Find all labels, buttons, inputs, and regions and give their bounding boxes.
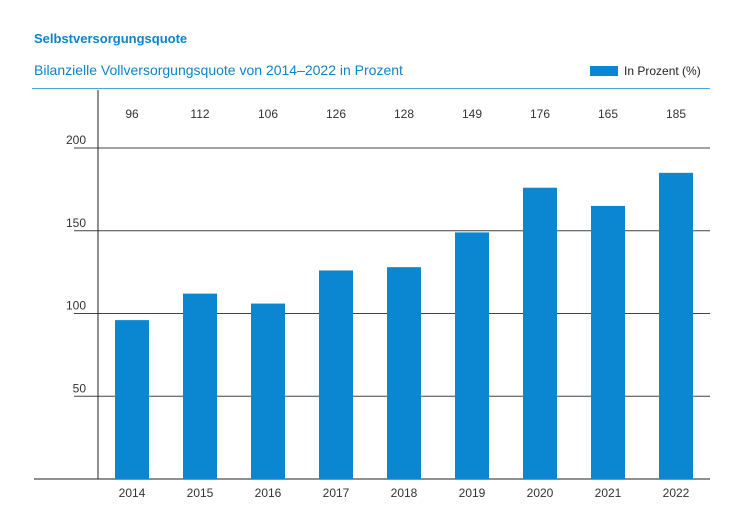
- x-tick-label: 2020: [527, 486, 554, 500]
- bar: [659, 172, 693, 479]
- value-label: 112: [190, 107, 209, 121]
- value-label: 185: [666, 107, 686, 121]
- x-tick-label: 2022: [663, 486, 690, 500]
- legend-label: In Prozent (%): [624, 64, 701, 78]
- value-label: 128: [394, 107, 414, 121]
- x-tick-label: 2015: [187, 486, 214, 500]
- y-tick-label: 200: [66, 133, 86, 147]
- x-tick-label: 2017: [323, 486, 350, 500]
- bar: [115, 320, 149, 479]
- x-tick-label: 2016: [255, 486, 282, 500]
- x-tick-label: 2014: [119, 486, 146, 500]
- y-tick-label: 50: [73, 381, 87, 395]
- value-label: 96: [125, 107, 139, 121]
- bar: [523, 187, 557, 479]
- value-label: 106: [258, 107, 278, 121]
- chart-title: Bilanzielle Vollversorgungsquote von 201…: [34, 62, 403, 78]
- bar: [251, 303, 285, 479]
- y-tick-label: 100: [66, 299, 86, 313]
- bar: [455, 232, 489, 479]
- legend: In Prozent (%): [590, 64, 701, 78]
- bar: [591, 205, 625, 480]
- x-tick-label: 2021: [595, 486, 622, 500]
- y-tick-label: 150: [66, 216, 86, 230]
- x-tick-label: 2018: [391, 486, 418, 500]
- value-label: 126: [326, 107, 346, 121]
- x-tick-label: 2019: [459, 486, 486, 500]
- legend-swatch: [590, 66, 618, 76]
- header-rule: [32, 88, 710, 89]
- bar: [319, 270, 353, 479]
- value-label: 149: [462, 107, 482, 121]
- bar: [387, 267, 421, 479]
- chart-heading: Selbstversorgungsquote: [34, 31, 188, 46]
- value-label: 165: [598, 107, 618, 121]
- bar: [183, 293, 217, 479]
- value-label: 176: [530, 107, 550, 121]
